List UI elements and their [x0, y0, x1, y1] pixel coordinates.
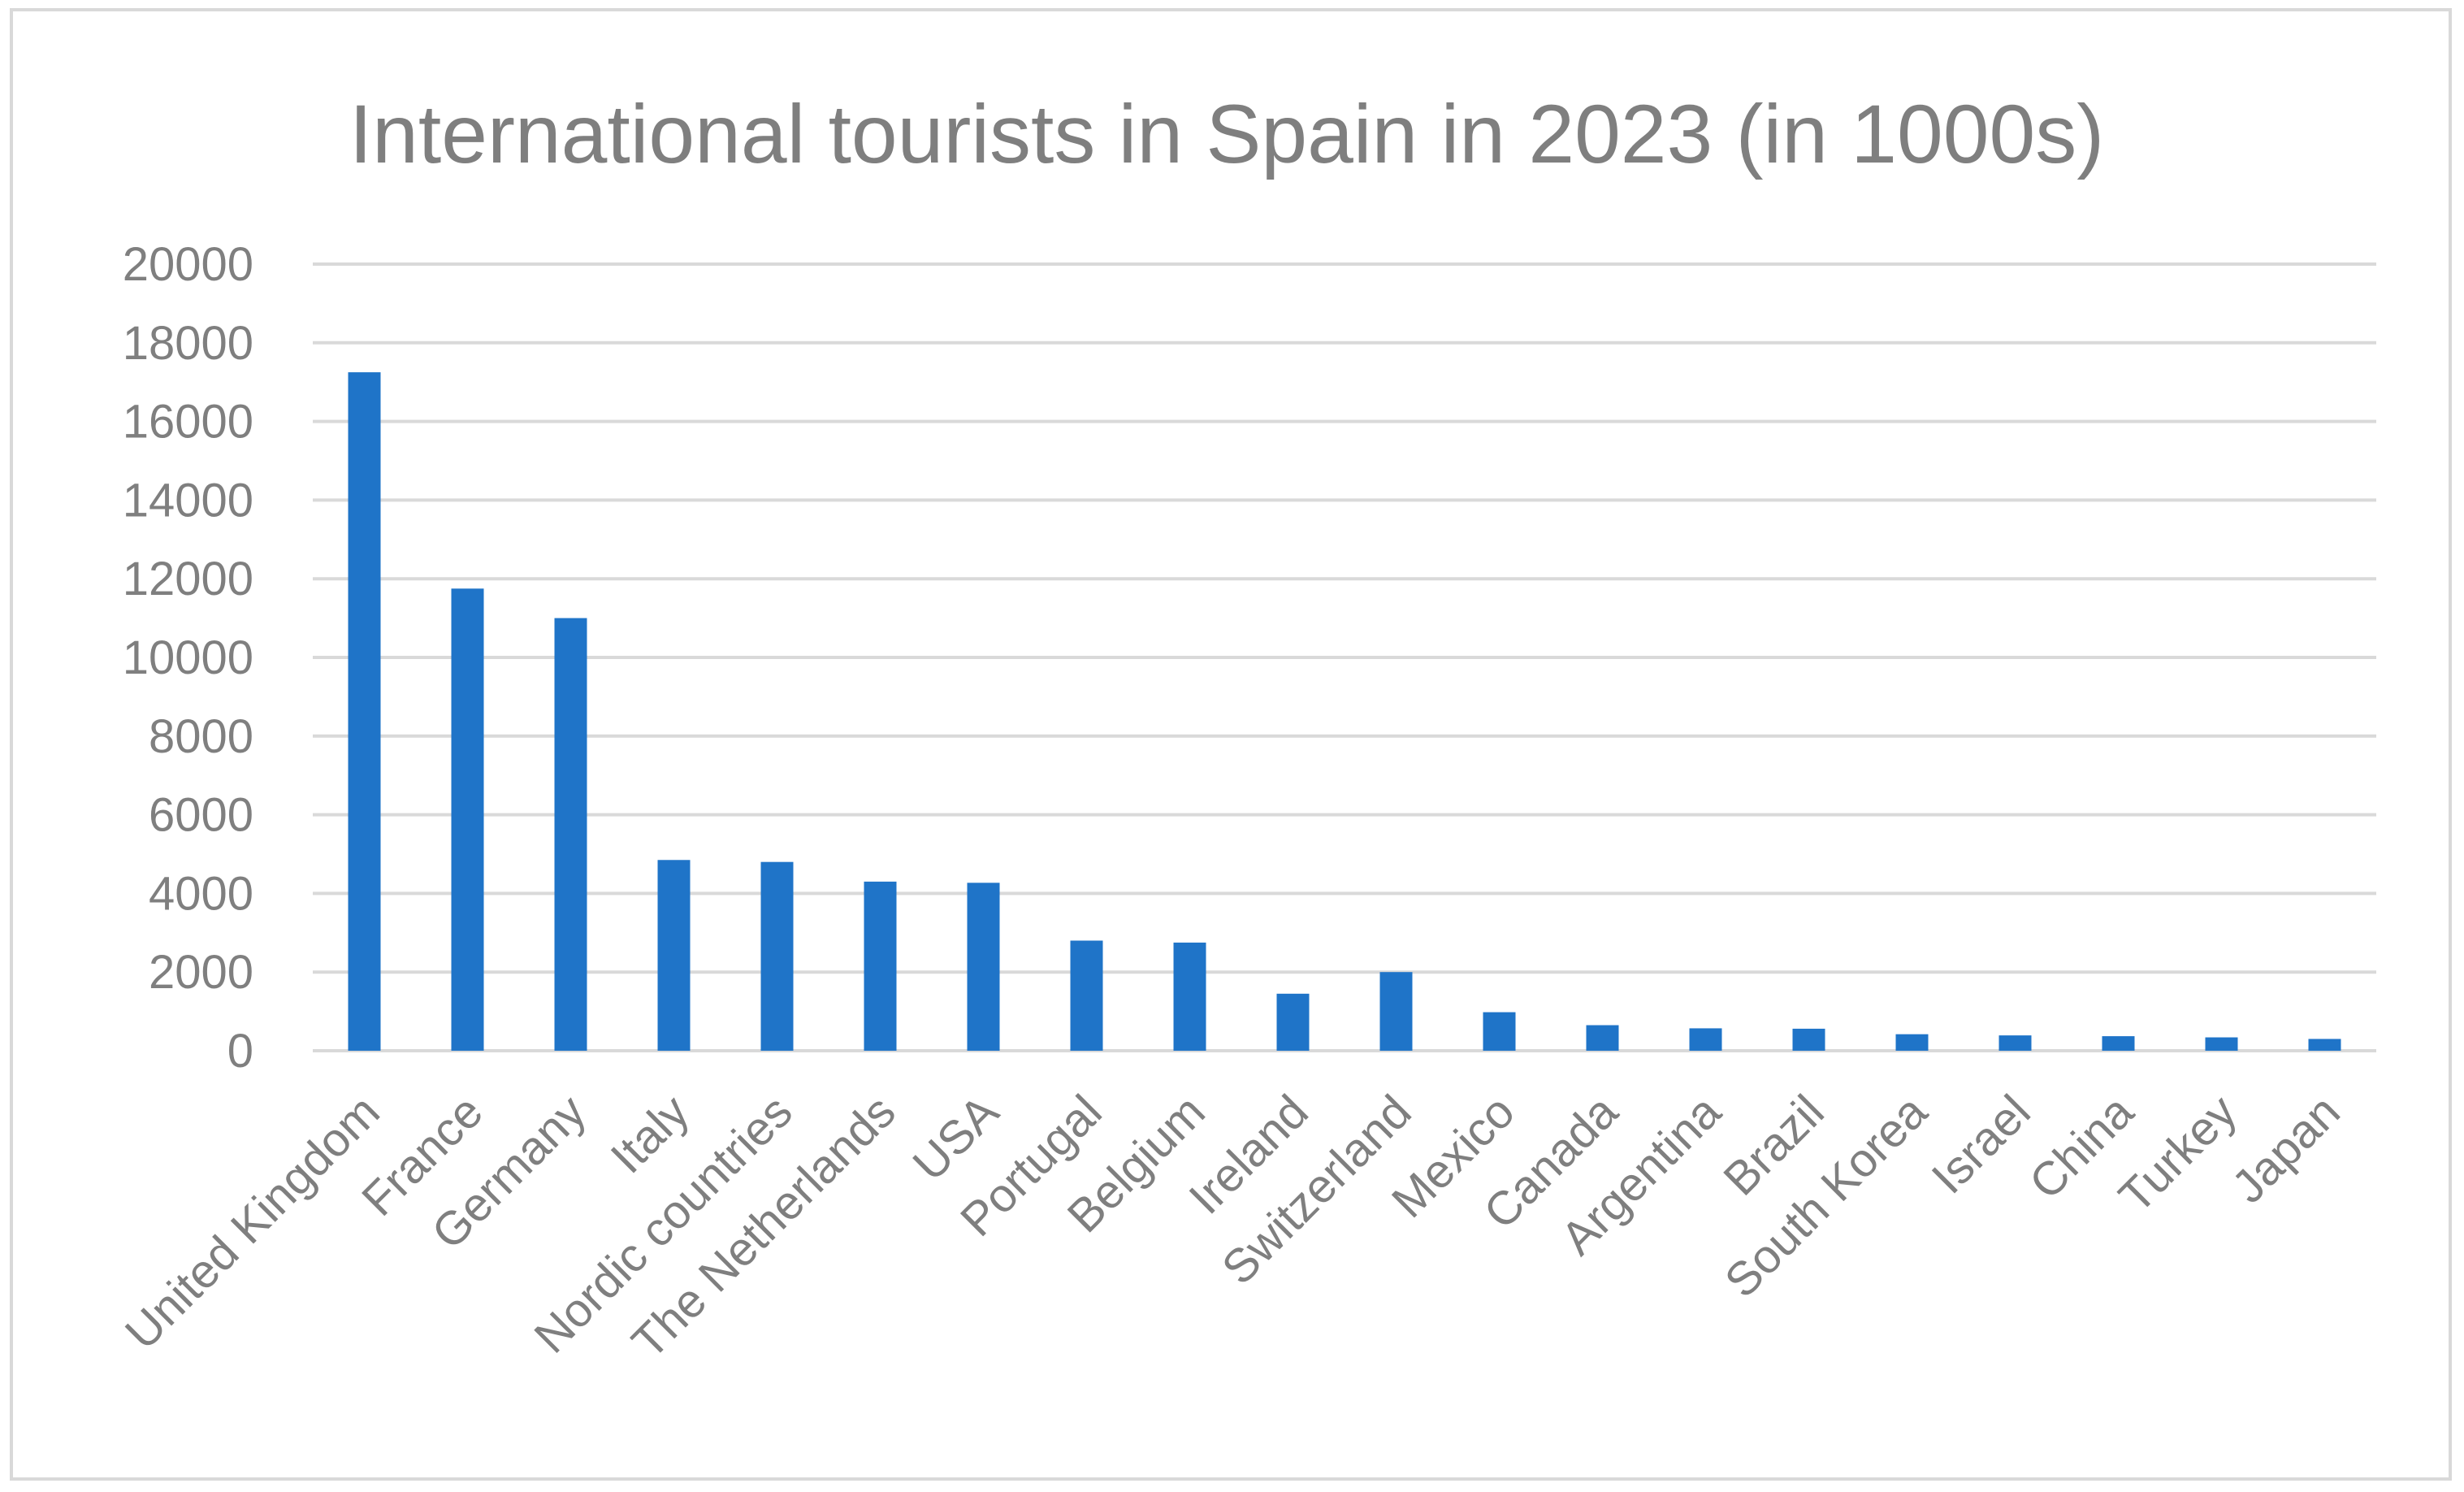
- y-tick-label: 4000: [149, 867, 253, 920]
- chart-frame: [10, 8, 2452, 1481]
- y-tick-label: 6000: [149, 789, 253, 842]
- y-tick-label: 18000: [123, 317, 253, 370]
- y-tick-label: 2000: [149, 946, 253, 999]
- bar: [451, 588, 484, 1051]
- y-tick-label: 14000: [123, 474, 253, 527]
- y-tick-label: 16000: [123, 396, 253, 449]
- bar: [967, 883, 1000, 1051]
- bar: [760, 861, 794, 1051]
- y-tick-label: 0: [227, 1025, 253, 1078]
- bar: [2205, 1037, 2238, 1051]
- bar: [1792, 1028, 1825, 1051]
- bar: [1998, 1035, 2032, 1051]
- x-tick-label: United Kingdom: [115, 1085, 390, 1360]
- bar: [348, 372, 381, 1052]
- x-tick-label: Turkey: [2109, 1085, 2247, 1223]
- bar: [657, 860, 691, 1051]
- y-tick-label: 8000: [149, 710, 253, 763]
- bar: [554, 618, 587, 1051]
- bars: [348, 372, 2341, 1052]
- x-tick-label: Japan: [2222, 1085, 2350, 1213]
- bar: [2308, 1039, 2341, 1051]
- y-tick-label: 12000: [123, 553, 253, 605]
- y-tick-label: 10000: [123, 631, 253, 684]
- gridlines: [313, 262, 2376, 1052]
- bar: [864, 881, 897, 1051]
- bar: [2102, 1036, 2135, 1051]
- bar: [1483, 1012, 1516, 1051]
- bar: [1276, 993, 1310, 1051]
- x-tick-label: Israel: [1921, 1085, 2040, 1204]
- bar: [1173, 942, 1206, 1051]
- y-tick-label: 20000: [123, 238, 253, 291]
- bar: [1586, 1025, 1619, 1051]
- y-axis-ticks: 0 2000 4000 6000 8000 10000 12000 14000 16000 180…: [123, 238, 253, 1078]
- bar: [1379, 972, 1413, 1051]
- bar: [1895, 1034, 1929, 1051]
- bar: [1070, 940, 1103, 1051]
- bar: [1689, 1028, 1722, 1051]
- chart-title: International tourists in Spain in 2023 …: [349, 88, 2104, 180]
